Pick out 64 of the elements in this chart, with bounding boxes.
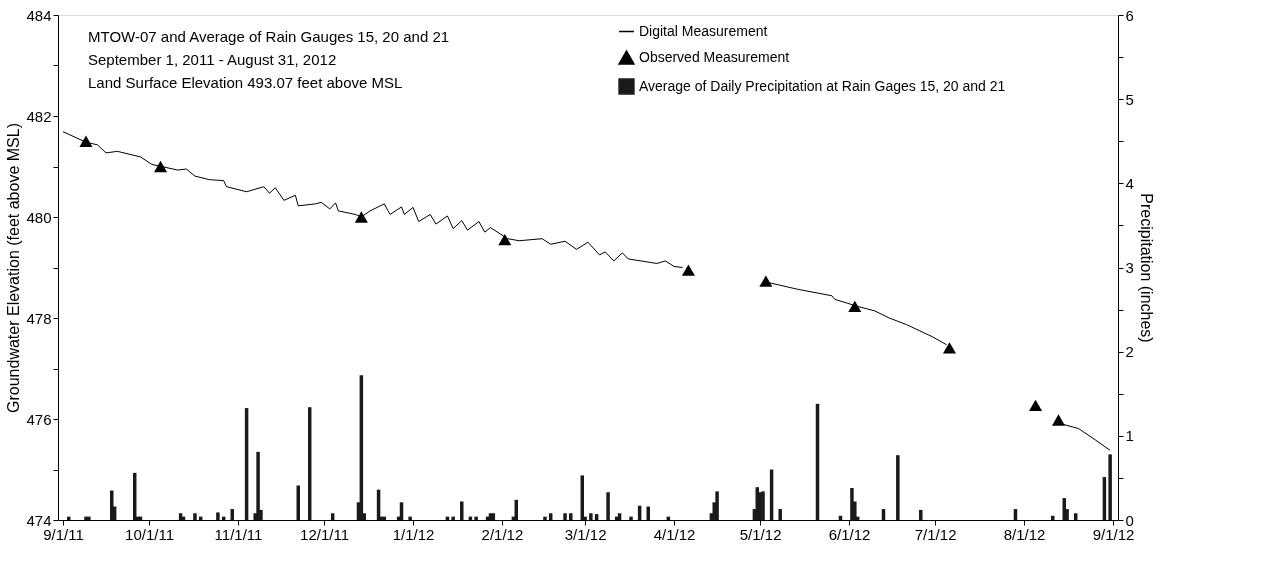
bar [256, 451, 260, 520]
bar [543, 516, 547, 520]
bar [451, 516, 455, 520]
x-tick-label: 2/1/12 [481, 525, 524, 543]
legend-label: Average of Daily Precipitation at Rain Gages 15, 20 and 21 [639, 77, 1006, 94]
point [79, 135, 93, 147]
bar [646, 506, 650, 520]
y-tick-label: 482 [26, 107, 52, 125]
y-tick-label: 478 [26, 309, 52, 327]
y2-tick-label: 2 [1125, 343, 1134, 361]
x-tick-label: 7/1/12 [914, 525, 957, 543]
x-tick-label: 3/1/12 [564, 525, 607, 543]
y2-tick-label: 6 [1125, 6, 1134, 24]
point [681, 264, 695, 276]
y2-tick-label: 4 [1125, 174, 1134, 192]
bar [589, 513, 593, 520]
bar [1108, 454, 1112, 520]
y2-axis-title: Precipitation (inches) [1137, 193, 1155, 343]
bar [460, 501, 464, 520]
bar [778, 509, 782, 520]
y-tick-label: 480 [26, 208, 52, 226]
legend-label: Digital Measurement [639, 22, 768, 39]
bar [1051, 515, 1055, 520]
point [759, 275, 773, 287]
y-tick-label: 476 [26, 410, 52, 428]
point [1051, 414, 1066, 426]
annotation: MTOW-07 and Average of Rain Gauges 15, 20 and 21 [88, 28, 450, 45]
x-tick-label: 1/1/12 [392, 525, 435, 543]
x-tick-label: 8/1/12 [1003, 525, 1046, 543]
y2-tick-label: 3 [1125, 259, 1134, 276]
point [848, 300, 862, 313]
bar [629, 516, 633, 520]
point [154, 160, 168, 173]
y2-tick-label: 5 [1125, 90, 1134, 108]
bar [1062, 498, 1066, 520]
bar [474, 516, 478, 520]
bar [193, 513, 197, 520]
bar [569, 513, 573, 520]
bar [216, 512, 220, 520]
y-axis-title: Groundwater Elevation (feet above MSL) [5, 123, 23, 413]
y-tick-label: 484 [26, 6, 52, 24]
bar [606, 492, 610, 520]
annotation: September 1, 2011 - August 31, 2012 [88, 51, 337, 68]
x-tick-label: 12/1/11 [300, 525, 350, 543]
point [498, 234, 512, 246]
bar [408, 516, 412, 520]
bar [715, 491, 719, 520]
bar [110, 490, 114, 520]
x-tick-label: 10/1/11 [125, 525, 175, 543]
point [354, 211, 368, 223]
point [1029, 399, 1043, 412]
x-tick-label: 4/1/12 [653, 525, 696, 543]
point [942, 342, 956, 354]
y2-tick-label: 1 [1125, 427, 1134, 445]
x-tick-label: 11/1/11 [214, 525, 263, 543]
x-tick-label: 5/1/12 [739, 525, 782, 543]
annotation: Land Surface Elevation 493.07 feet above MSL [88, 74, 403, 91]
bar [896, 455, 900, 520]
legend-label: Observed Measurement [639, 48, 790, 65]
bar [850, 488, 854, 520]
bar [563, 513, 567, 520]
bar [296, 485, 300, 520]
x-tick-label: 6/1/12 [828, 525, 871, 543]
bar [919, 509, 923, 520]
